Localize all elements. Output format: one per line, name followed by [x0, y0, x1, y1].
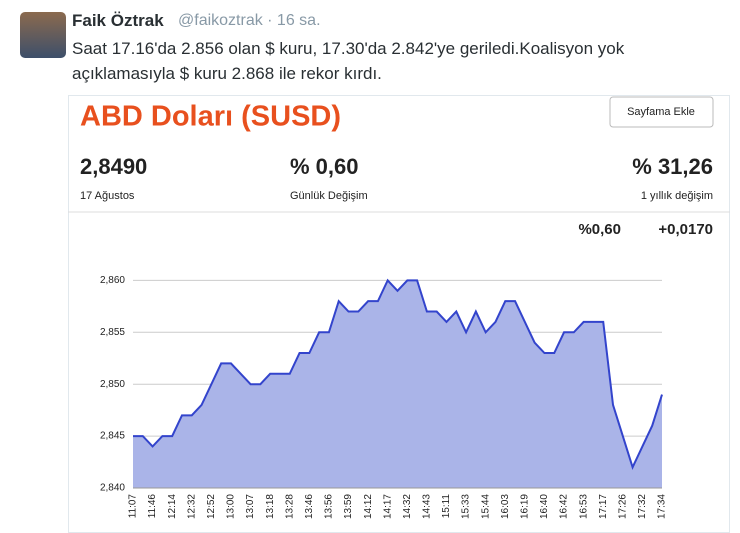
user-handle[interactable]: @faikoztrak · 16 sa. — [178, 12, 321, 29]
x-tick-label: 11:07 — [128, 494, 139, 519]
card-title: ABD Doları (SUSD) — [80, 101, 341, 133]
x-tick-label: 17:34 — [657, 494, 668, 519]
tweet-text: Saat 17.16'da 2.856 olan $ kuru, 17.30'd… — [72, 39, 625, 83]
daily-label: Günlük Değişim — [290, 190, 368, 202]
x-tick-label: 13:18 — [265, 494, 276, 519]
yearly-label: 1 yıllık değişim — [641, 190, 713, 202]
date: 17 Ağustos — [80, 190, 135, 202]
price: 2,8490 — [80, 154, 147, 179]
add-button-label[interactable]: Sayfama Ekle — [627, 106, 695, 118]
x-tick-label: 17:17 — [598, 494, 609, 519]
y-tick-label: 2,840 — [100, 483, 125, 494]
x-tick-label: 13:56 — [324, 494, 335, 519]
x-tick-label: 14:12 — [363, 494, 374, 519]
x-tick-label: 15:33 — [461, 494, 472, 519]
x-tick-label: 17:26 — [617, 494, 628, 519]
x-tick-label: 13:00 — [226, 494, 237, 519]
y-tick-label: 2,845 — [100, 431, 125, 442]
x-tick-label: 13:07 — [245, 494, 256, 519]
x-tick-label: 14:32 — [402, 494, 413, 519]
line — [133, 278, 663, 470]
x-tick-label: 16:40 — [539, 494, 550, 519]
x-tick-label: 12:14 — [167, 494, 178, 519]
x-tick-label: 14:17 — [382, 494, 393, 519]
x-tick-label: 13:59 — [343, 494, 354, 519]
x-tick-label: 16:19 — [519, 494, 530, 519]
x-tick-label: 12:32 — [186, 494, 197, 519]
add-button[interactable] — [609, 96, 714, 128]
x-tick-label: 13:46 — [304, 494, 315, 519]
x-tick-label: 16:53 — [578, 494, 589, 519]
y-tick-label: 2,855 — [100, 327, 125, 338]
x-tick-label: 13:28 — [284, 494, 295, 519]
yearly-change: % 31,26 — [632, 154, 713, 179]
change-pct: %0,60 — [578, 221, 621, 238]
card: ABD Doları (SUSD) Sayfama Ekle 2,8490 17… — [68, 95, 730, 533]
change-abs: +0,0170 — [658, 221, 713, 238]
x-tick-label: 11:46 — [147, 494, 158, 519]
x-tick-label: 14:43 — [422, 494, 433, 519]
avatar[interactable] — [20, 12, 66, 58]
y-tick-label: 2,860 — [100, 275, 125, 286]
x-tick-label: 15:11 — [441, 494, 452, 519]
x-tick-label: 16:03 — [500, 494, 511, 519]
area — [133, 280, 662, 488]
y-tick-label: 2,850 — [100, 379, 125, 390]
x-tick-label: 16:42 — [559, 494, 570, 519]
x-tick-label: 12:52 — [206, 494, 217, 519]
user-name[interactable]: Faik Öztrak — [72, 11, 164, 30]
daily-change: % 0,60 — [290, 154, 359, 179]
x-tick-label: 15:44 — [480, 494, 491, 519]
x-tick-label: 17:32 — [637, 494, 648, 519]
